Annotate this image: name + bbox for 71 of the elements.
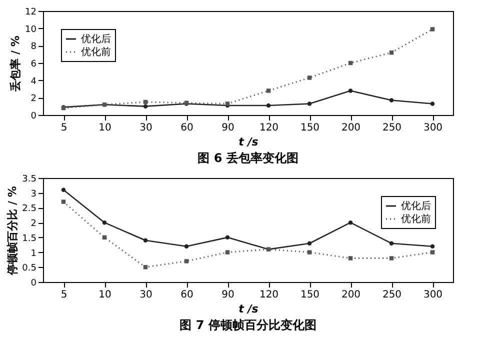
legend-label: 优化前 [401, 213, 431, 225]
legend-label: 优化后 [81, 33, 111, 45]
x-tick-label: 10 [98, 290, 112, 300]
y-tick-label: 2 [30, 219, 36, 230]
point [430, 244, 435, 248]
point [225, 250, 230, 254]
x-tick-label: 250 [382, 122, 402, 134]
point [348, 256, 353, 260]
point [266, 88, 271, 93]
point [184, 244, 189, 248]
y-tick-label: 0.5 [22, 264, 36, 274]
y-tick-label: 2.5 [22, 204, 36, 214]
point [184, 259, 189, 264]
point [389, 241, 394, 246]
legend-label: 优化后 [401, 200, 431, 212]
point [143, 265, 148, 270]
y-axis-title: 停顿帧百分比 / % [6, 186, 20, 276]
x-tick-label: 150 [300, 122, 320, 134]
point [348, 220, 353, 225]
x-tick-label: 60 [180, 122, 194, 134]
y-tick-label: 0 [30, 278, 37, 288]
x-tick-label: 120 [259, 122, 279, 134]
legend-label: 优化前 [81, 46, 111, 58]
y-tick-label: 3 [30, 189, 36, 200]
point [143, 238, 148, 243]
x-tick-label: 10 [98, 122, 112, 134]
x-tick-label: 5 [60, 290, 68, 300]
point [307, 250, 312, 254]
point [61, 188, 66, 192]
x-tick-label: 90 [222, 122, 234, 134]
x-axis-title: t /s [238, 136, 259, 148]
y-tick-label: 1 [30, 248, 36, 259]
y-axis-title: 丢包率 / % [9, 36, 22, 92]
point [430, 102, 435, 106]
x-tick-label: 5 [60, 122, 68, 134]
y-tick-label: 3.5 [22, 174, 36, 184]
point [225, 235, 230, 240]
x-tick-label: 30 [140, 122, 152, 134]
y-tick-label: 4 [30, 76, 37, 87]
x-tick-label: 90 [222, 290, 234, 300]
x-tick-label: 250 [382, 290, 402, 300]
y-tick-label: 1.5 [22, 234, 36, 244]
x-tick-label: 120 [259, 290, 279, 300]
x-tick-label: 150 [300, 290, 320, 300]
y-tick-label: 2 [30, 94, 36, 104]
text: 图 7 停顿帧百分比变化图 [180, 318, 316, 332]
x-tick-label: 300 [423, 290, 443, 300]
y-tick-label: 12 [25, 8, 36, 18]
point [102, 220, 107, 225]
y-tick-label: 0 [30, 112, 37, 122]
point [266, 103, 271, 108]
x-tick-label: 200 [341, 290, 361, 300]
point [430, 250, 435, 254]
y-tick-label: 10 [25, 24, 37, 35]
x-tick-label: 60 [180, 290, 194, 300]
x-tick-label: 30 [140, 290, 152, 300]
x-tick-label: 200 [341, 122, 361, 134]
point [389, 98, 394, 102]
x-tick-label: 300 [423, 122, 443, 134]
point [143, 104, 148, 108]
y-tick-label: 8 [30, 42, 37, 52]
point [430, 27, 435, 32]
point [389, 256, 394, 260]
point [61, 200, 66, 204]
point [348, 88, 353, 93]
point [307, 102, 312, 106]
y-tick-label: 6 [30, 60, 37, 70]
point [307, 76, 312, 80]
x-axis-title: t /s [238, 302, 259, 316]
point [307, 241, 312, 246]
text: 图 6 丢包率变化图 [198, 151, 298, 165]
